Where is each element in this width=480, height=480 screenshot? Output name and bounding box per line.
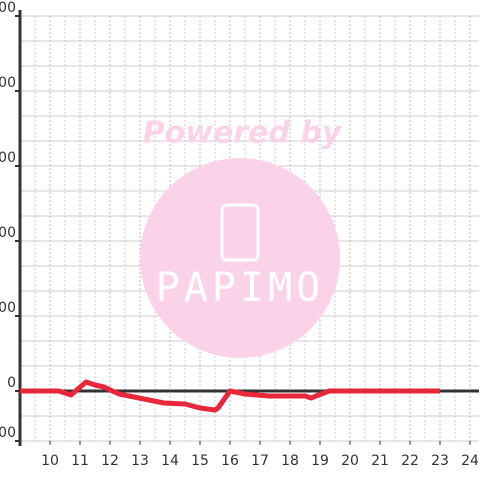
x-tick-label: 22 [401,453,419,469]
x-tick-label: 10 [41,453,59,469]
y-tick-label: 60,000 [0,225,16,241]
phone-icon [220,203,260,262]
x-tick-label: 16 [221,453,239,469]
data-line [20,379,440,413]
y-tick-label: 90,000 [0,150,16,166]
x-tick-label: 18 [281,453,299,469]
x-tick-label: 24 [461,453,479,469]
y-tick-label: 150,000 [0,0,16,16]
x-tick-label: 20 [341,453,359,469]
y-tick-label: 120,000 [0,75,16,91]
x-tick-label: 17 [251,453,269,469]
x-tick-label: 21 [371,453,389,469]
watermark: Powered by PAPIMO [140,116,343,358]
x-tick-label: 13 [131,453,149,469]
y-tick-label: 0 [7,375,16,391]
watermark-logo: PAPIMO [156,265,325,311]
x-tick-label: 23 [431,453,449,469]
y-tick-label: 30,000 [0,300,16,316]
x-tick-label: 12 [101,453,119,469]
x-tick-label: 19 [311,453,329,469]
watermark-text: Powered by [143,116,343,151]
x-tick-label: 11 [71,453,89,469]
watermark-circle [140,158,340,358]
x-tick-label: 15 [191,453,209,469]
y-tick-label: -20,000 [0,425,16,441]
x-tick-label: 14 [161,453,179,469]
